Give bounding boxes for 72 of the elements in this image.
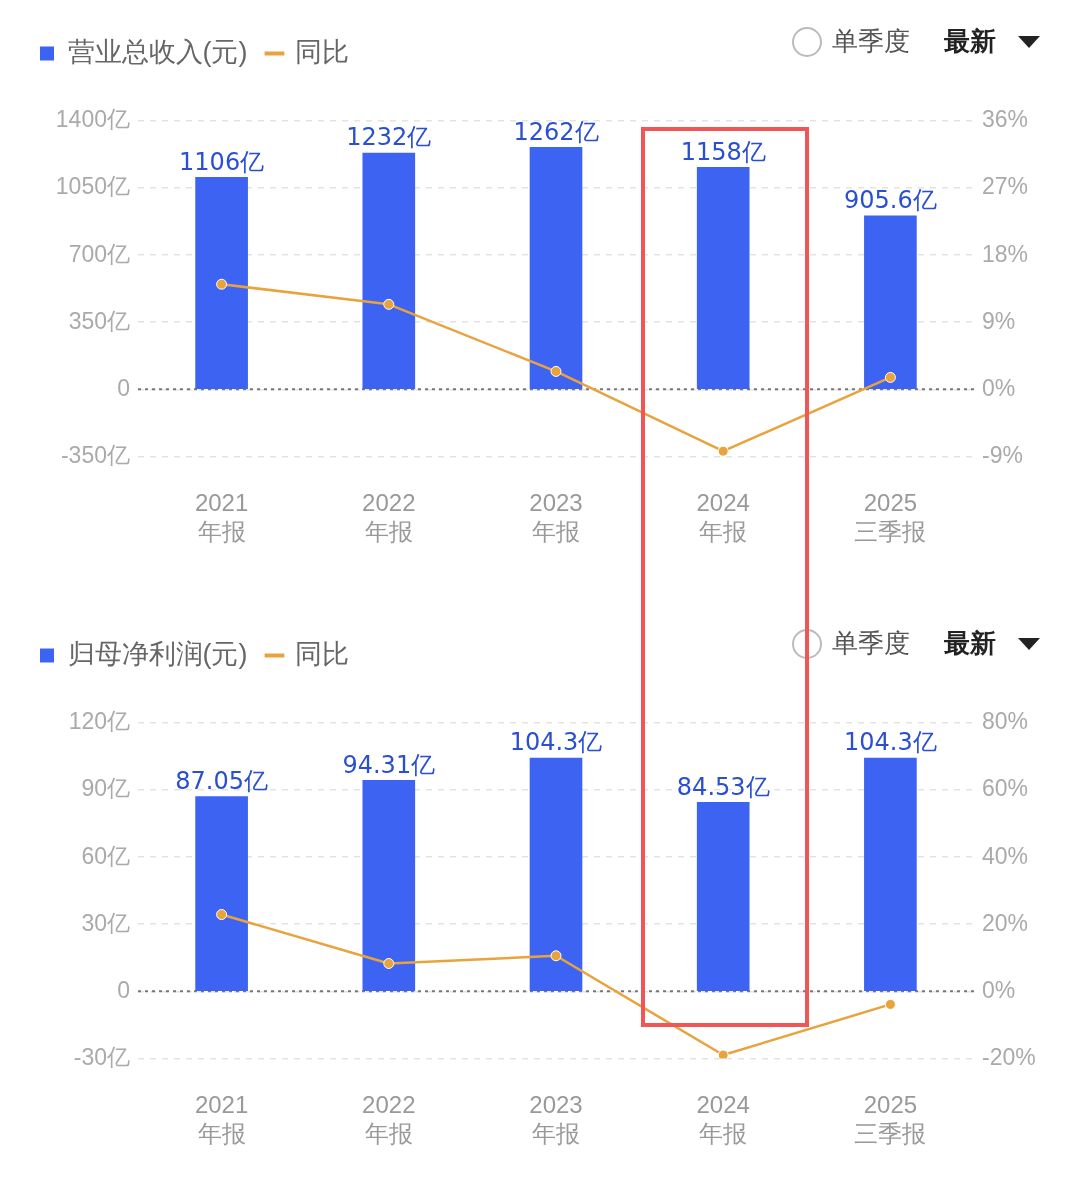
y-tick-label: 120亿 xyxy=(68,708,130,735)
bar xyxy=(362,780,416,991)
point xyxy=(550,365,562,377)
y2-tick-label: 0% xyxy=(982,976,1016,1003)
point xyxy=(550,950,562,962)
point xyxy=(884,371,896,383)
legend-label: 归母净利润(元) xyxy=(67,638,248,669)
bar xyxy=(529,147,583,389)
x-tick-label: 2025 三季报 xyxy=(854,489,927,546)
x-tick-label: 2022 年报 xyxy=(362,489,416,546)
text: 单季度 xyxy=(832,25,910,58)
y-tick-label: -30亿 xyxy=(73,1043,130,1070)
text: 最新 xyxy=(944,627,996,660)
y-tick-label: 1400亿 xyxy=(55,106,130,133)
data-label: 1158亿 xyxy=(680,137,766,166)
y-tick-label: 0 xyxy=(117,976,130,1003)
y2-tick-label: 20% xyxy=(982,909,1029,936)
x-tick-label: 2023 年报 xyxy=(529,1091,583,1148)
x-tick-label: 2024 年报 xyxy=(696,489,750,546)
x-tick-label: 2024 年报 xyxy=(696,1091,750,1148)
point xyxy=(216,278,228,290)
y-tick-label: 350亿 xyxy=(68,307,130,334)
y2-tick-label: 36% xyxy=(982,106,1029,133)
bar xyxy=(529,757,583,991)
y-tick-label: -350亿 xyxy=(60,441,130,468)
bar xyxy=(696,801,750,991)
bar xyxy=(195,177,248,389)
bar xyxy=(362,152,416,389)
x-tick-label: 2023 年报 xyxy=(529,489,583,546)
bar xyxy=(195,796,248,991)
y2-tick-label: 9% xyxy=(982,307,1016,334)
bar xyxy=(696,167,750,389)
point xyxy=(383,957,395,969)
y2-tick-label: 80% xyxy=(982,708,1029,735)
y2-tick-label: -20% xyxy=(982,1043,1036,1070)
data-label: 905.6亿 xyxy=(844,185,937,214)
y-tick-label: 1050亿 xyxy=(55,173,130,200)
y2-tick-label: 27% xyxy=(982,173,1029,200)
data-label: 1232亿 xyxy=(346,123,432,152)
x-tick-label: 2025 三季报 xyxy=(854,1091,927,1148)
x-tick-label: 2022 年报 xyxy=(362,1091,416,1148)
data-label: 94.31亿 xyxy=(342,750,436,779)
legend-label: 同比 xyxy=(294,36,349,67)
y-tick-label: 30亿 xyxy=(81,909,130,936)
text: 单季度 xyxy=(832,627,910,660)
y2-tick-label: 0% xyxy=(982,374,1016,401)
point xyxy=(717,1049,729,1059)
y-tick-label: 90亿 xyxy=(81,775,130,802)
point xyxy=(383,298,395,310)
text: 最新 xyxy=(944,25,996,58)
y2-tick-label: 60% xyxy=(982,775,1029,802)
data-label: 1106亿 xyxy=(179,147,265,176)
point xyxy=(884,998,896,1010)
data-label: 104.3亿 xyxy=(509,728,603,757)
legend-label: 营业总收入(元) xyxy=(67,36,248,67)
y-tick-label: 700亿 xyxy=(68,240,130,267)
data-label: 104.3亿 xyxy=(844,728,937,757)
point xyxy=(717,445,729,457)
legend-label: 同比 xyxy=(294,638,349,669)
y2-tick-label: 40% xyxy=(982,842,1029,869)
data-label: 84.53亿 xyxy=(676,772,770,801)
point xyxy=(216,909,228,921)
bar xyxy=(864,757,917,991)
x-tick-label: 2021 年报 xyxy=(194,489,249,546)
data-label: 1262亿 xyxy=(513,117,599,146)
y-tick-label: 60亿 xyxy=(81,842,130,869)
data-label: 87.05亿 xyxy=(175,766,268,795)
y2-tick-label: 18% xyxy=(982,240,1029,267)
bar xyxy=(864,215,917,389)
y2-tick-label: -9% xyxy=(982,441,1023,468)
x-tick-label: 2021 年报 xyxy=(194,1091,249,1148)
y-tick-label: 0 xyxy=(117,374,130,401)
